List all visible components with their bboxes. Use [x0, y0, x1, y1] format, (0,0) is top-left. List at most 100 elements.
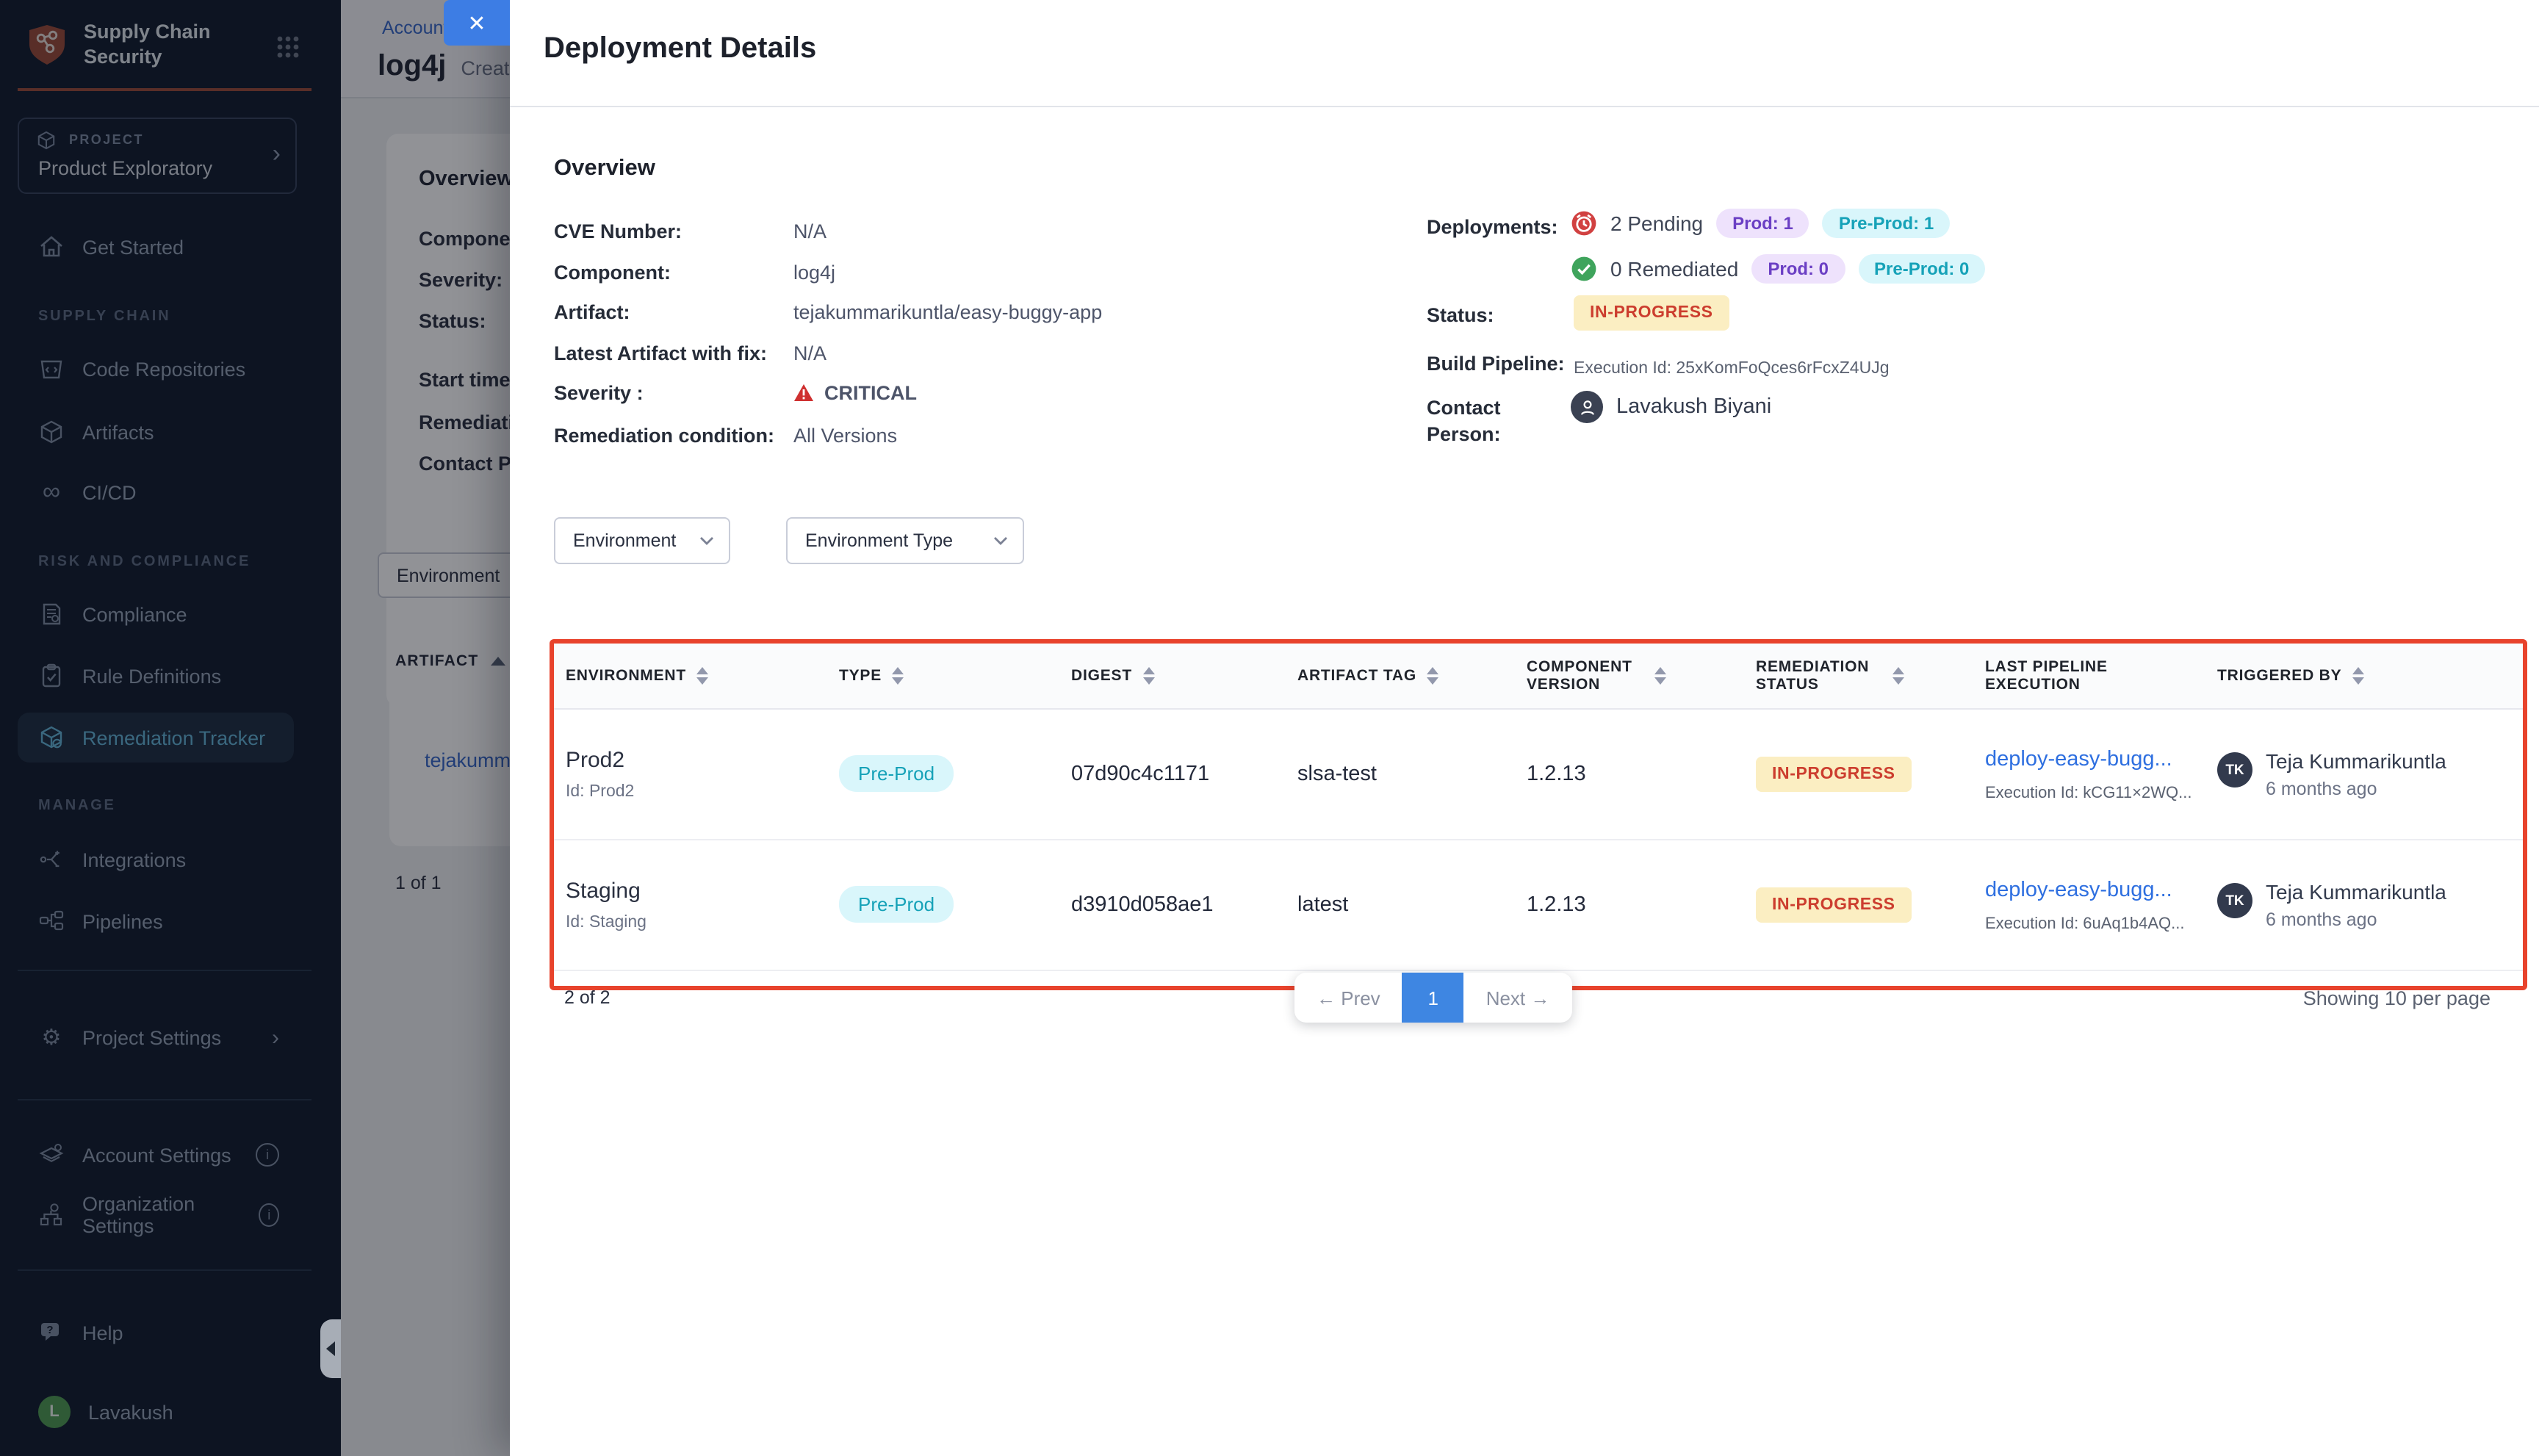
cell-last-pipeline-execution: deploy-easy-bugg... Execution Id: 6uAq1b… — [1973, 878, 2205, 932]
sidebar-item-rule-definitions[interactable]: Rule Definitions — [18, 651, 294, 701]
sidebar-brand-divider — [18, 88, 311, 91]
sidebar-item-label: Integrations — [82, 848, 187, 871]
sidebar-item-pipelines[interactable]: Pipelines — [18, 896, 294, 946]
modal-title: Deployment Details — [544, 32, 817, 65]
cell-triggered-by: TK Teja Kummarikuntla 6 months ago — [2205, 880, 2523, 930]
cell-type: Pre-Prod — [827, 886, 1059, 923]
sort-icon[interactable] — [696, 667, 708, 685]
triggered-by-name: Teja Kummarikuntla — [2266, 749, 2446, 773]
cell-component-version: 1.2.13 — [1527, 893, 1586, 917]
cell-environment: Staging Id: Staging — [554, 879, 827, 931]
build-pipeline-label: Build Pipeline: — [1427, 353, 1565, 375]
sort-icon[interactable] — [1892, 667, 1904, 685]
cicd-infinity-icon: ∞ — [42, 477, 61, 505]
close-button[interactable]: ✕ — [444, 0, 510, 46]
cell-last-pipeline-execution: deploy-easy-bugg... Execution Id: kCG11×… — [1973, 747, 2205, 801]
background-artifact-link[interactable]: tejakummar — [425, 749, 510, 771]
type-badge: Pre-Prod — [839, 886, 954, 923]
pending-icon — [1571, 211, 1596, 236]
background-overview-card: Overview Component Severity: Status: Sta… — [386, 134, 510, 707]
sidebar-item-remediation-tracker[interactable]: Remediation Tracker — [18, 713, 294, 763]
background-page-title: log4j Creat — [378, 50, 509, 84]
info-icon[interactable]: i — [259, 1203, 279, 1227]
sidebar-item-artifacts[interactable]: Artifacts — [18, 407, 294, 457]
next-page-button[interactable]: Next → — [1485, 987, 1550, 1009]
help-chat-icon: ? — [38, 1319, 65, 1346]
cell-artifact-tag: latest — [1297, 893, 1349, 917]
sidebar-item-help[interactable]: ? Help — [18, 1308, 294, 1358]
field-value: tejakummarikuntla/easy-buggy-app — [793, 301, 1103, 324]
sidebar-user-profile[interactable]: L Lavakush — [18, 1387, 294, 1437]
field-label: Latest Artifact with fix: — [554, 342, 768, 364]
sidebar-header: Supply Chain Security — [0, 0, 341, 91]
pipeline-link[interactable]: deploy-easy-bugg... — [1985, 747, 2172, 771]
artifacts-cube-icon — [38, 419, 65, 445]
column-header-remediation-status[interactable]: REMEDIATION STATUS — [1744, 658, 1973, 693]
sidebar-item-project-settings[interactable]: ⚙ Project Settings › — [18, 1012, 294, 1062]
chevron-down-icon — [994, 537, 1007, 545]
info-icon[interactable]: i — [256, 1143, 279, 1167]
column-header-artifact-tag[interactable]: ARTIFACT TAG — [1286, 667, 1515, 685]
project-label: PROJECT — [69, 132, 144, 147]
background-environment-filter[interactable]: Environment — [378, 552, 510, 598]
sidebar-item-account-settings[interactable]: Account Settings i — [18, 1130, 294, 1180]
sort-icon[interactable] — [1654, 667, 1666, 685]
page-1-button[interactable]: 1 — [1402, 973, 1464, 1023]
cell-environment: Prod2 Id: Prod2 — [554, 748, 827, 801]
prev-page-button[interactable]: ← Prev — [1317, 987, 1380, 1009]
table-row[interactable]: Staging Id: Staging Pre-Prod d3910d058ae… — [554, 840, 2523, 971]
triggered-by-time: 6 months ago — [2266, 909, 2377, 930]
background-artifact-column-header[interactable]: ARTIFACT — [395, 652, 505, 670]
column-header-digest[interactable]: DIGEST — [1059, 667, 1286, 685]
preprod-badge: Pre-Prod: 1 — [1822, 209, 1951, 238]
field-row-component: Component: log4j — [554, 252, 1102, 292]
sort-icon[interactable] — [1142, 667, 1154, 685]
remediation-status-badge: IN-PROGRESS — [1756, 757, 1912, 792]
sidebar-collapse-handle[interactable] — [320, 1319, 341, 1378]
environment-name: Prod2 — [566, 748, 625, 773]
sort-icon[interactable] — [1427, 667, 1439, 685]
environment-filter-select[interactable]: Environment — [554, 517, 730, 564]
type-badge: Pre-Prod — [839, 755, 954, 792]
table-row[interactable]: Prod2 Id: Prod2 Pre-Prod 07d90c4c1171 sl… — [554, 710, 2523, 840]
build-pipeline-execution-id: Execution Id: 25xKomFoQces6rFcxZ4UJg — [1574, 360, 1890, 378]
app-switcher-grid-icon[interactable] — [276, 35, 300, 59]
column-header-component-version[interactable]: COMPONENT VERSION — [1515, 658, 1744, 693]
project-selector[interactable]: PROJECT Product Exploratory › — [18, 118, 297, 194]
field-value: All Versions — [793, 425, 898, 447]
pagination-count: 2 of 2 — [564, 987, 611, 1008]
sidebar-item-code-repositories[interactable]: Code Repositories — [18, 344, 294, 394]
cell-remediation-status: IN-PROGRESS — [1744, 887, 1973, 923]
field-value: N/A — [793, 342, 827, 364]
field-value: log4j — [793, 261, 836, 284]
contact-person-name: Lavakush Biyani — [1616, 395, 1772, 419]
background-field-label: Start time | — [419, 369, 510, 391]
column-header-environment[interactable]: ENVIRONMENT — [554, 667, 827, 685]
remediation-status-badge: IN-PROGRESS — [1756, 887, 1912, 923]
column-header-triggered-by[interactable]: TRIGGERED BY — [2205, 667, 2523, 685]
sort-icon[interactable] — [892, 667, 904, 685]
environment-id: Id: Staging — [566, 914, 647, 931]
sidebar-item-compliance[interactable]: Compliance — [18, 589, 294, 639]
cell-remediation-status: IN-PROGRESS — [1744, 757, 1973, 792]
status-badge: IN-PROGRESS — [1574, 295, 1729, 331]
sidebar-item-label: Rule Definitions — [82, 665, 222, 687]
sidebar-item-label: Artifacts — [82, 421, 154, 443]
page-title-suffix: Creat — [461, 57, 510, 79]
overview-heading: Overview — [554, 156, 655, 181]
sidebar-item-get-started[interactable]: Get Started — [18, 222, 294, 272]
column-label: TYPE — [839, 667, 882, 685]
sidebar-item-organization-settings[interactable]: Organization Settings i — [18, 1190, 294, 1240]
sidebar-item-cicd[interactable]: ∞ CI/CD — [18, 467, 294, 517]
chevron-right-icon: › — [272, 1025, 279, 1050]
sidebar-item-integrations[interactable]: Integrations — [18, 835, 294, 884]
environment-type-filter-select[interactable]: Environment Type — [786, 517, 1024, 564]
close-icon: ✕ — [467, 11, 486, 36]
pagination-control: ← Prev 1 Next → — [1294, 973, 1572, 1023]
column-header-type[interactable]: TYPE — [827, 667, 1059, 685]
pipeline-link[interactable]: deploy-easy-bugg... — [1985, 878, 2172, 901]
sort-icon[interactable] — [2352, 667, 2364, 685]
sidebar-item-label: Account Settings — [82, 1144, 231, 1166]
column-header-last-pipeline-execution[interactable]: LAST PIPELINE EXECUTION — [1973, 658, 2205, 693]
